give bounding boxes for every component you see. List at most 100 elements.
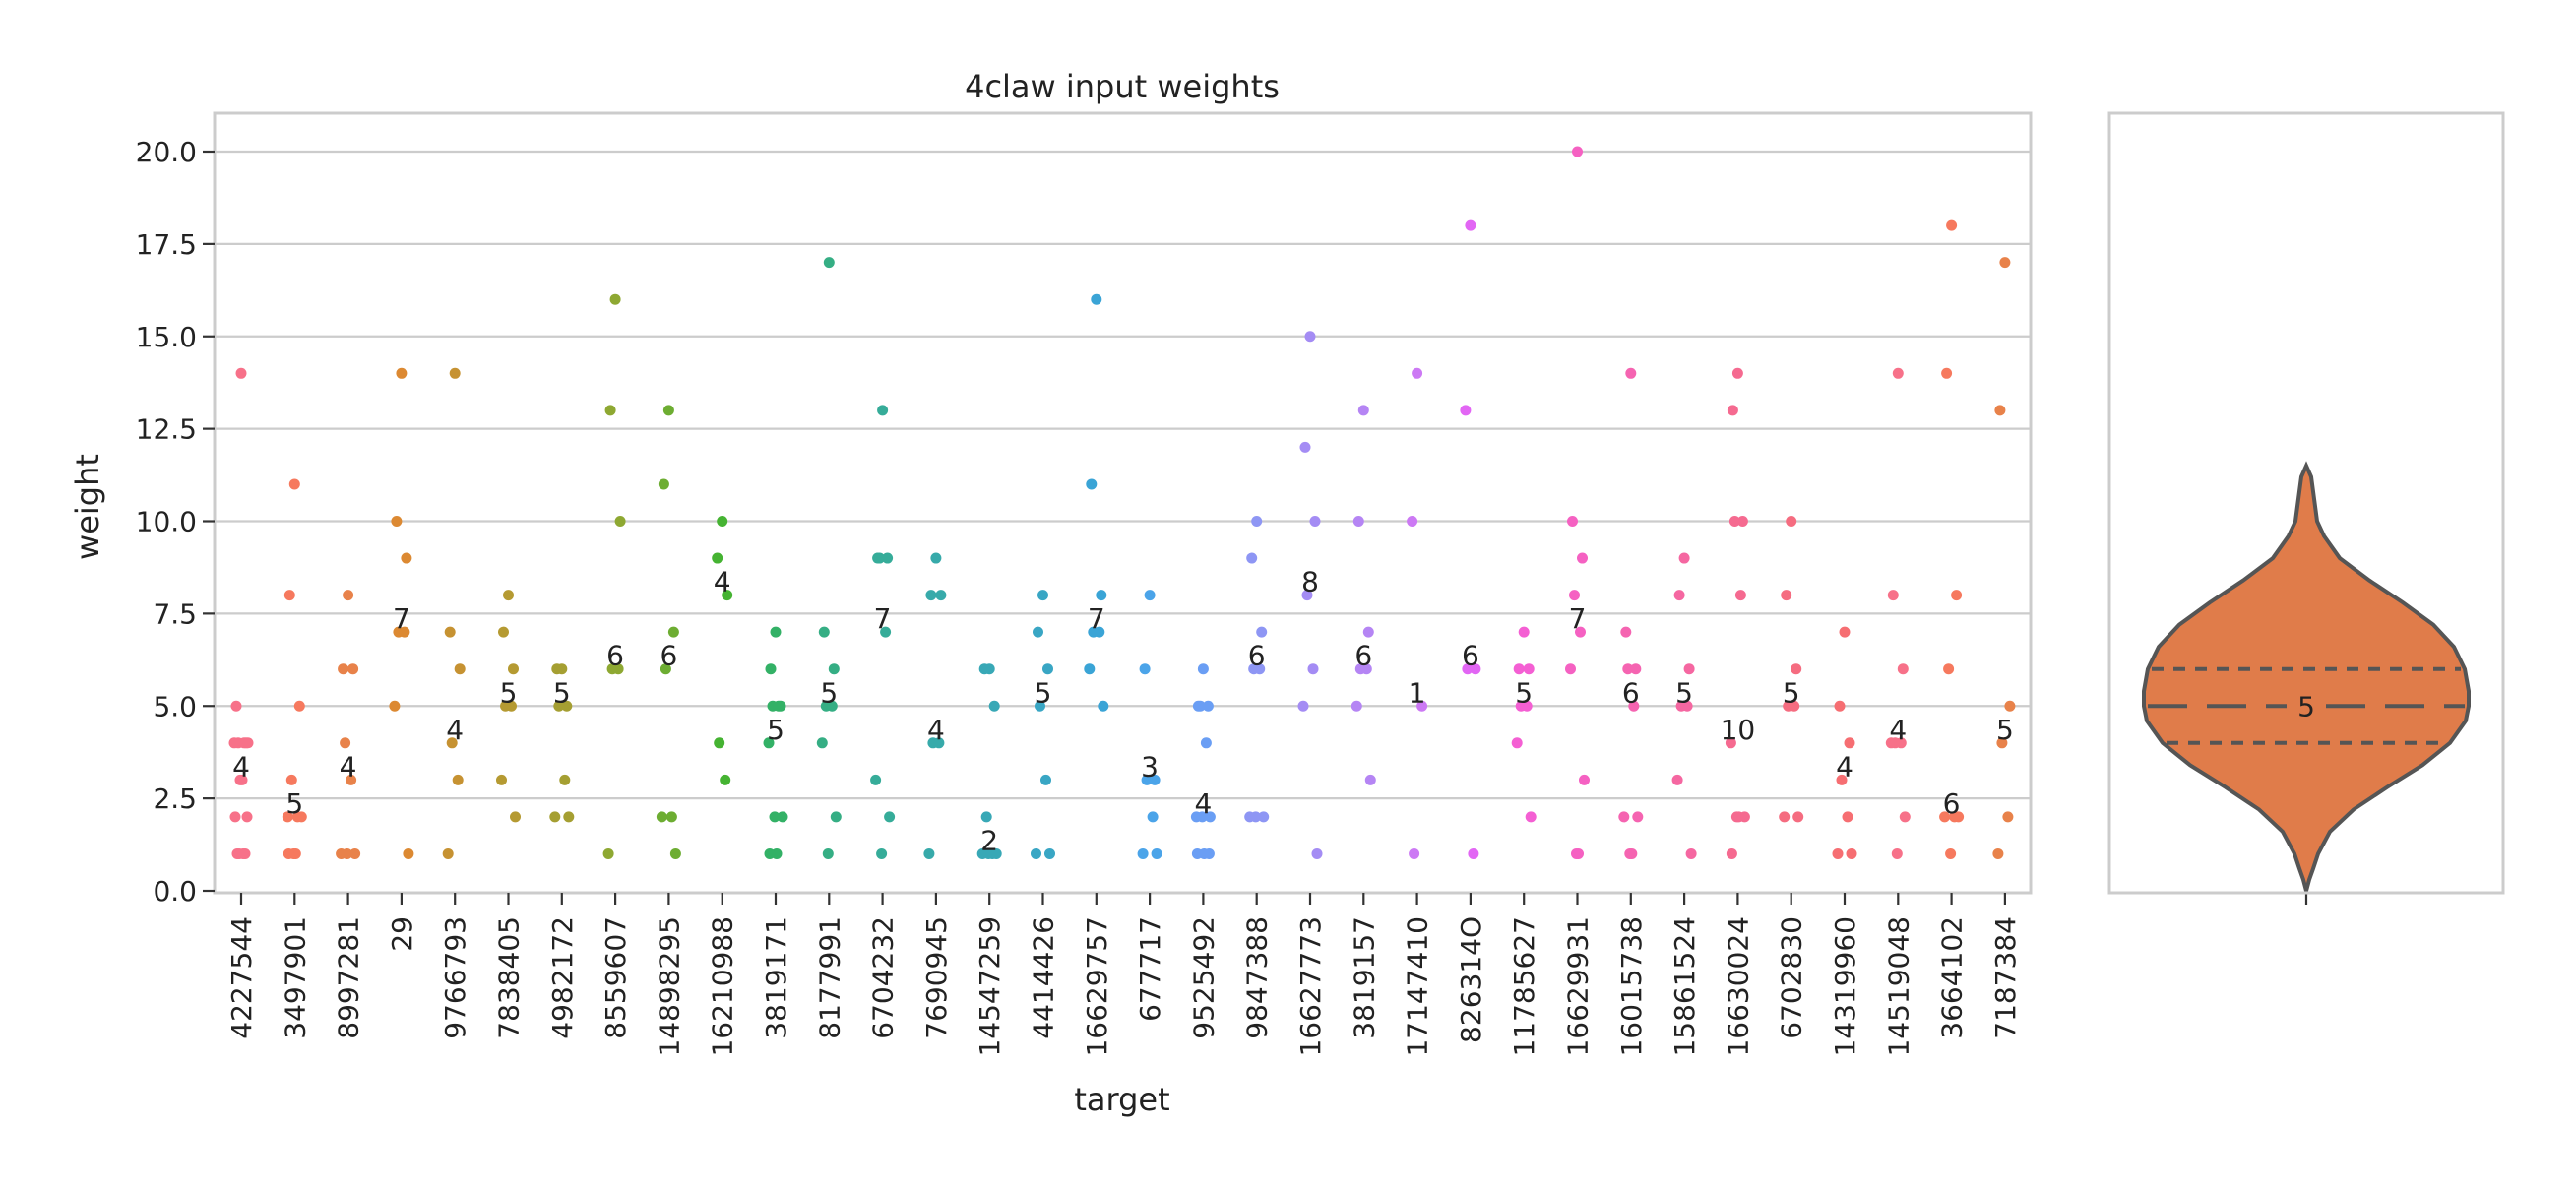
x-tick-label: 29 bbox=[386, 916, 418, 952]
data-point bbox=[444, 626, 456, 638]
data-point bbox=[1992, 847, 2004, 859]
data-point bbox=[2002, 811, 2014, 823]
data-point bbox=[1632, 811, 1644, 823]
data-point bbox=[506, 700, 517, 712]
data-point bbox=[401, 552, 412, 564]
data-point bbox=[1951, 590, 1963, 601]
data-point bbox=[498, 626, 509, 638]
data-point bbox=[1513, 663, 1525, 675]
x-tick-label: 9847388 bbox=[1241, 916, 1274, 1039]
x-tick-label: 14319960 bbox=[1829, 916, 1861, 1057]
data-point bbox=[1842, 811, 1853, 823]
data-point bbox=[1832, 847, 1844, 859]
data-point bbox=[763, 737, 775, 749]
data-point bbox=[1523, 663, 1535, 675]
data-point bbox=[2004, 700, 2016, 712]
count-label: 6 bbox=[1943, 787, 1961, 820]
count-label: 10 bbox=[1721, 714, 1756, 746]
count-label: 5 bbox=[553, 676, 571, 709]
data-point bbox=[1311, 847, 1323, 859]
data-point bbox=[1779, 811, 1791, 823]
data-point bbox=[765, 663, 777, 675]
data-point bbox=[1846, 847, 1857, 859]
data-point bbox=[1416, 700, 1428, 712]
x-tick-label: 16630024 bbox=[1722, 916, 1754, 1057]
data-point bbox=[925, 590, 937, 601]
count-label: 4 bbox=[714, 566, 731, 598]
data-point bbox=[283, 590, 295, 601]
data-point bbox=[1732, 811, 1744, 823]
data-point bbox=[349, 847, 361, 859]
data-point bbox=[1362, 626, 1374, 638]
data-point bbox=[1147, 811, 1159, 823]
data-point bbox=[559, 774, 571, 785]
data-point bbox=[660, 663, 671, 675]
x-tick-label: 7838405 bbox=[493, 916, 526, 1039]
data-point bbox=[1084, 663, 1096, 675]
data-point bbox=[561, 700, 573, 712]
data-point bbox=[282, 811, 293, 823]
data-point bbox=[1256, 626, 1268, 638]
data-point bbox=[1525, 811, 1537, 823]
data-point bbox=[978, 663, 990, 675]
data-point bbox=[442, 847, 454, 859]
data-point bbox=[1939, 811, 1951, 823]
x-tick-label: 3664102 bbox=[1936, 916, 1969, 1039]
count-label: 5 bbox=[1996, 714, 2014, 746]
data-point bbox=[1899, 811, 1911, 823]
data-point bbox=[553, 700, 565, 712]
count-label: 5 bbox=[1515, 676, 1533, 709]
y-tick-label: 12.5 bbox=[136, 413, 197, 446]
count-label: 6 bbox=[1354, 640, 1372, 672]
data-point bbox=[1727, 405, 1738, 416]
data-point bbox=[1683, 663, 1695, 675]
data-point bbox=[1673, 590, 1685, 601]
data-point bbox=[1462, 663, 1474, 675]
data-point bbox=[1577, 552, 1588, 564]
data-point bbox=[338, 663, 349, 675]
data-point bbox=[1357, 405, 1369, 416]
count-label: 6 bbox=[606, 640, 624, 672]
data-point bbox=[1736, 516, 1748, 527]
x-tick-label: 14898295 bbox=[653, 916, 685, 1057]
data-point bbox=[1618, 811, 1630, 823]
data-point bbox=[1945, 847, 1957, 859]
count-label: 4 bbox=[927, 714, 945, 746]
count-label: 5 bbox=[767, 714, 785, 746]
data-point bbox=[770, 626, 782, 638]
y-tick-label: 10.0 bbox=[136, 506, 197, 538]
data-point bbox=[935, 590, 947, 601]
data-point bbox=[343, 590, 354, 601]
data-point bbox=[1999, 257, 2011, 269]
data-point bbox=[1254, 663, 1266, 675]
count-label: 2 bbox=[980, 824, 998, 856]
data-point bbox=[1042, 663, 1053, 675]
violin-body bbox=[2142, 461, 2471, 899]
data-point bbox=[990, 847, 1002, 859]
data-point bbox=[720, 774, 731, 785]
data-point bbox=[1151, 847, 1162, 859]
x-tick-label: 7187384 bbox=[1989, 916, 2022, 1039]
violin-plot-frame bbox=[2107, 111, 2505, 895]
data-point bbox=[714, 737, 725, 749]
chart-title: 4claw input weights bbox=[965, 68, 1280, 105]
data-point bbox=[1521, 700, 1533, 712]
data-point bbox=[242, 737, 254, 749]
data-point bbox=[1191, 847, 1203, 859]
data-point bbox=[1299, 441, 1311, 453]
data-point bbox=[1202, 700, 1214, 712]
data-point bbox=[1409, 847, 1420, 859]
data-point bbox=[1622, 663, 1634, 675]
data-point bbox=[1301, 590, 1313, 601]
data-point bbox=[870, 774, 882, 785]
data-point bbox=[1518, 626, 1530, 638]
data-point bbox=[1203, 847, 1215, 859]
data-point bbox=[609, 293, 621, 305]
data-point bbox=[235, 367, 247, 379]
data-point bbox=[288, 478, 300, 490]
data-point bbox=[1094, 626, 1105, 638]
data-point bbox=[1511, 737, 1523, 749]
data-point bbox=[1204, 811, 1216, 823]
data-point bbox=[1792, 811, 1804, 823]
data-point bbox=[236, 774, 248, 785]
